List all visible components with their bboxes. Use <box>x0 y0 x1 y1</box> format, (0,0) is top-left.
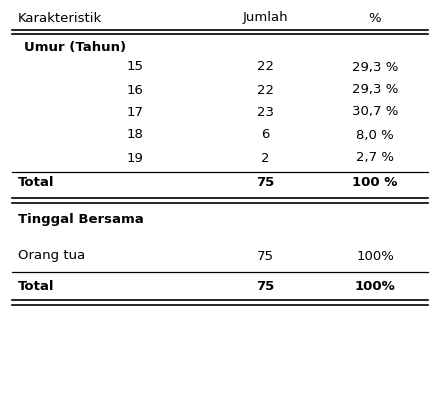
Text: 18: 18 <box>127 129 143 142</box>
Text: 2,7 %: 2,7 % <box>356 152 394 164</box>
Text: 16: 16 <box>127 84 143 96</box>
Text: 15: 15 <box>127 60 143 74</box>
Text: Total: Total <box>18 279 55 293</box>
Text: 29,3 %: 29,3 % <box>352 84 398 96</box>
Text: Orang tua: Orang tua <box>18 250 85 263</box>
Text: 6: 6 <box>261 129 269 142</box>
Text: 75: 75 <box>257 250 274 263</box>
Text: 100%: 100% <box>356 250 394 263</box>
Text: Tinggal Bersama: Tinggal Bersama <box>18 213 144 226</box>
Text: 29,3 %: 29,3 % <box>352 60 398 74</box>
Text: 19: 19 <box>127 152 143 164</box>
Text: 100 %: 100 % <box>352 176 398 189</box>
Text: 8,0 %: 8,0 % <box>356 129 394 142</box>
Text: Total: Total <box>18 176 55 189</box>
Text: %: % <box>369 12 381 25</box>
Text: 17: 17 <box>127 105 143 119</box>
Text: Karakteristik: Karakteristik <box>18 12 102 25</box>
Text: Umur (Tahun): Umur (Tahun) <box>24 41 126 55</box>
Text: 75: 75 <box>256 176 274 189</box>
Text: 22: 22 <box>257 84 274 96</box>
Text: 23: 23 <box>257 105 274 119</box>
Text: 2: 2 <box>261 152 269 164</box>
Text: 75: 75 <box>256 279 274 293</box>
Text: 30,7 %: 30,7 % <box>352 105 398 119</box>
Text: 100%: 100% <box>355 279 396 293</box>
Text: 22: 22 <box>257 60 274 74</box>
Text: Jumlah: Jumlah <box>242 12 288 25</box>
